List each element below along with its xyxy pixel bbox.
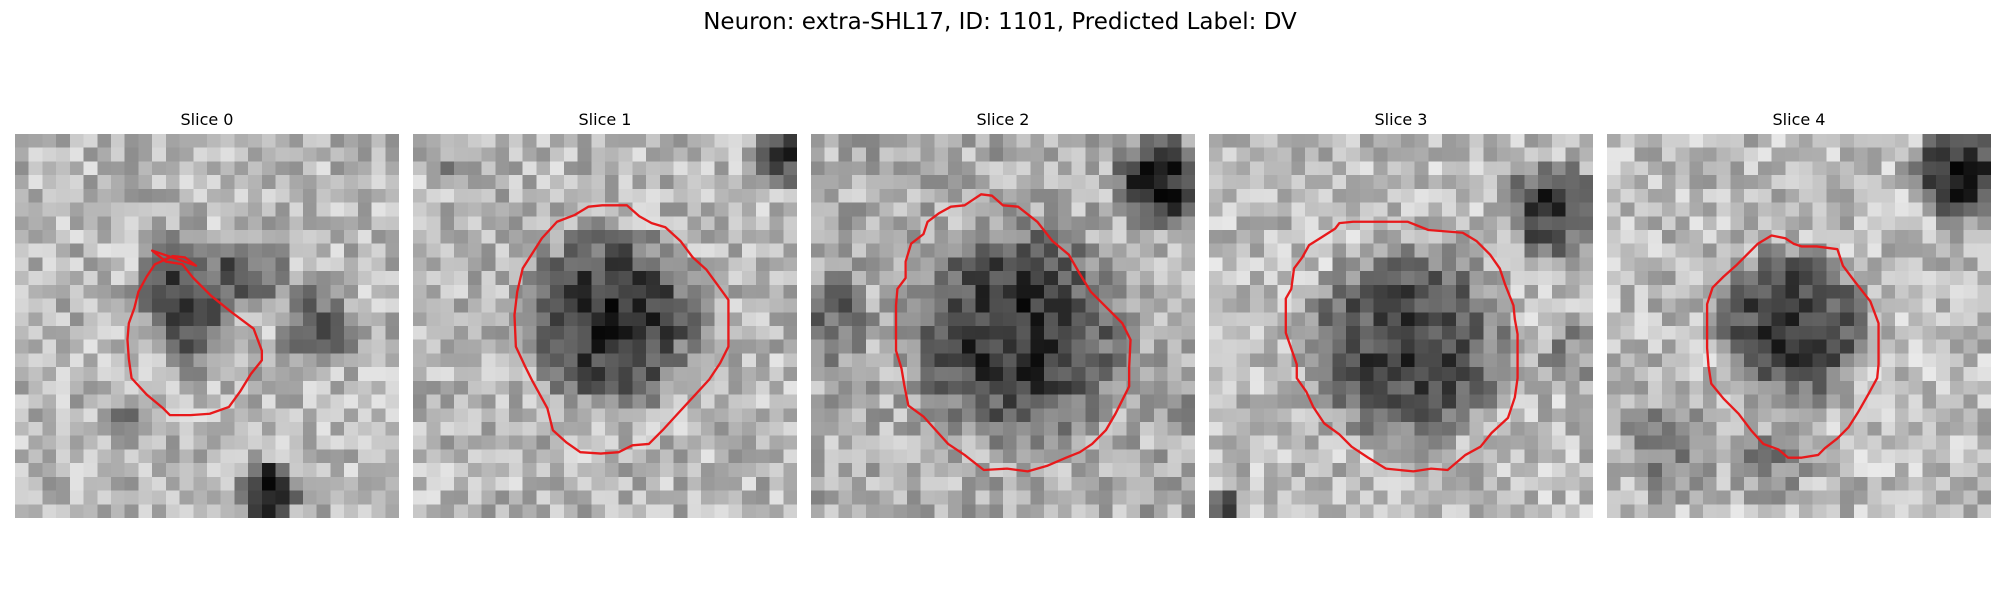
panel-title-slice-0: Slice 0 (180, 110, 234, 129)
contour-overlay-slice-1 (513, 204, 730, 455)
em-image-slice-4 (1607, 134, 1991, 518)
contour-overlay-slice-3 (1284, 220, 1519, 473)
contour-overlay-slice-4 (1705, 234, 1880, 459)
slice-panel-0 (15, 134, 399, 518)
em-image-slice-2 (811, 134, 1195, 518)
cell-contour-2 (894, 193, 1132, 473)
cell-contour-1 (513, 204, 730, 455)
cell-contour-3 (1284, 220, 1519, 473)
contour-overlay-slice-2 (894, 193, 1132, 473)
contour-overlay-slice-0 (126, 249, 264, 417)
slice-panel-1 (413, 134, 797, 518)
slice-panel-2 (811, 134, 1195, 518)
figure-title: Neuron: extra-SHL17, ID: 1101, Predicted… (703, 9, 1297, 35)
panel-title-slice-4: Slice 4 (1772, 110, 1826, 129)
slice-panel-4 (1607, 134, 1991, 518)
slice-panel-3 (1209, 134, 1593, 518)
cell-contour-4 (1705, 234, 1880, 459)
panel-title-slice-2: Slice 2 (976, 110, 1030, 129)
cell-contour-0 (126, 249, 264, 417)
em-image-slice-3 (1209, 134, 1593, 518)
em-image-slice-0 (15, 134, 399, 518)
panel-title-slice-3: Slice 3 (1374, 110, 1428, 129)
panel-title-slice-1: Slice 1 (578, 110, 632, 129)
